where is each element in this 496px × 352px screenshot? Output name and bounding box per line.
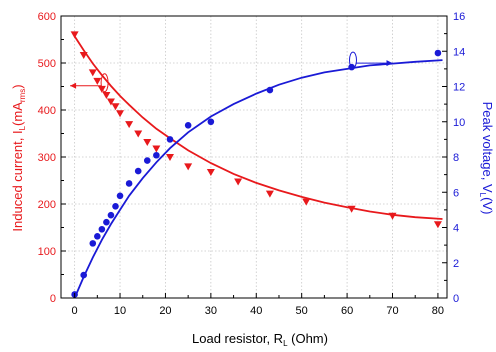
y-left-tick-label: 200 xyxy=(38,199,56,211)
y-left-tick-label: 600 xyxy=(38,11,56,23)
voltage-data-point xyxy=(143,157,151,164)
current-data-point xyxy=(152,145,161,153)
x-axis-title: Load resistor, RL (Ohm) xyxy=(192,331,328,348)
voltage-data-point xyxy=(125,180,133,187)
voltage-data-point xyxy=(80,271,88,279)
voltage-data-point xyxy=(89,240,97,247)
voltage-data-point xyxy=(112,203,119,210)
voltage-series-indicator xyxy=(348,51,357,69)
voltage-data-point xyxy=(434,49,442,57)
x-tick-label: 40 xyxy=(250,305,262,317)
voltage-data-point xyxy=(207,118,215,126)
y-right-tick-label: 4 xyxy=(453,223,459,235)
voltage-data-point xyxy=(153,151,160,159)
left-axis-title: Induced current, IL(mArms) xyxy=(10,84,27,231)
x-tick-label: 30 xyxy=(205,305,217,317)
current-data-point xyxy=(102,91,111,99)
y-right-tick-label: 0 xyxy=(453,293,459,305)
current-data-point xyxy=(143,138,152,146)
right-axis-title: Peak voltage, VL(V) xyxy=(478,102,495,215)
voltage-data-point xyxy=(134,167,142,175)
y-left-tick-label: 0 xyxy=(50,293,56,305)
current-data-point xyxy=(206,169,215,177)
current-arrow-head xyxy=(70,82,77,89)
y-right-tick-label: 2 xyxy=(453,258,459,270)
voltage-data-point xyxy=(266,86,274,94)
x-tick-label: 50 xyxy=(296,305,308,317)
voltage-data-point xyxy=(166,136,174,143)
current-data-point xyxy=(388,212,397,220)
current-data-point xyxy=(93,77,102,85)
current-data-point xyxy=(88,69,97,77)
voltage-data-point xyxy=(103,218,110,226)
x-tick-label: 0 xyxy=(72,305,78,317)
current-data-point xyxy=(79,52,88,60)
current-series-indicator xyxy=(100,73,109,93)
current-data-point xyxy=(134,130,143,138)
current-data-point xyxy=(125,121,134,129)
current-data-point xyxy=(347,205,356,213)
y-left-tick-label: 100 xyxy=(38,246,56,258)
voltage-fit-curve xyxy=(73,59,443,299)
y-right-tick-label: 10 xyxy=(453,117,465,129)
current-data-point xyxy=(184,163,193,171)
current-fit-curve xyxy=(73,35,443,220)
data-markers xyxy=(70,31,442,298)
current-data-point xyxy=(106,98,115,106)
x-tick-label: 70 xyxy=(386,305,398,317)
voltage-data-point xyxy=(107,211,115,219)
axis-ticks: 0 10 20 30 40 50 60 70 80 0 100 200 300 400 500 600 0 2 4 6… xyxy=(38,11,466,317)
y-right-tick-label: 14 xyxy=(453,46,465,58)
current-data-point xyxy=(234,178,243,186)
y-right-tick-label: 12 xyxy=(453,82,465,94)
voltage-data-point xyxy=(116,192,124,200)
current-data-point xyxy=(116,110,125,118)
voltage-arrow-head xyxy=(386,60,393,67)
current-data-point xyxy=(265,190,274,198)
voltage-data-point xyxy=(94,233,101,240)
y-left-tick-label: 400 xyxy=(38,105,56,117)
current-data-point xyxy=(433,221,442,229)
current-data-point xyxy=(111,103,120,111)
current-data-point xyxy=(165,154,174,161)
y-left-tick-label: 500 xyxy=(38,58,56,70)
x-tick-label: 10 xyxy=(114,305,126,317)
y-right-tick-label: 8 xyxy=(453,152,459,164)
voltage-data-point xyxy=(98,225,106,233)
x-tick-label: 60 xyxy=(341,305,353,317)
x-tick-label: 20 xyxy=(159,305,171,317)
y-right-tick-label: 16 xyxy=(453,11,465,23)
current-data-point xyxy=(302,198,311,206)
current-data-point xyxy=(70,31,79,39)
voltage-data-point xyxy=(184,121,192,129)
x-tick-label: 80 xyxy=(432,305,444,317)
series-indicators xyxy=(70,51,393,93)
y-left-tick-label: 300 xyxy=(38,152,56,164)
fit-curves xyxy=(73,35,443,299)
y-right-tick-label: 6 xyxy=(453,187,459,199)
